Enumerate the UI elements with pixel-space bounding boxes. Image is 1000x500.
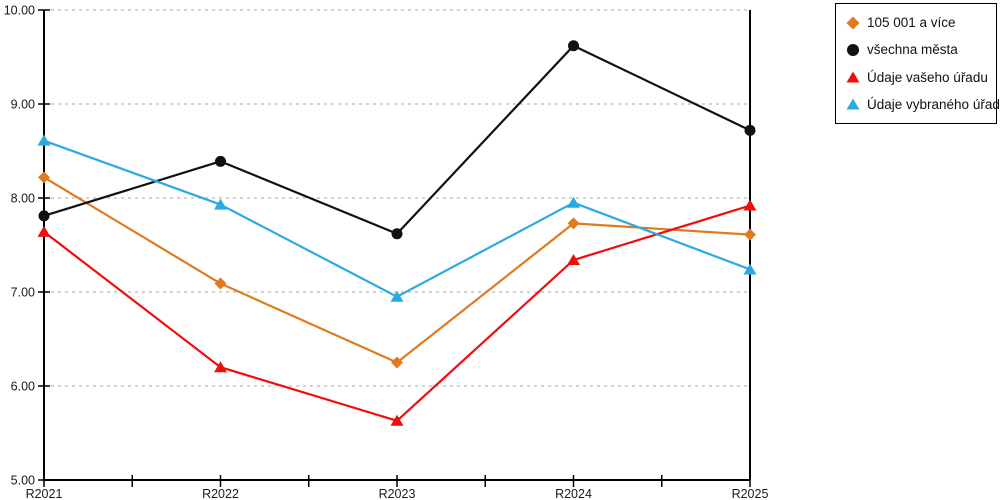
legend-label-2: Údaje vašeho úřadu: [867, 69, 988, 85]
marker-circle-s1: [568, 40, 579, 52]
y-tick-label: 8.00: [11, 192, 35, 206]
marker-diamond-s0: [567, 217, 580, 230]
x-tick-label: R2025: [732, 487, 769, 500]
series-line-3: [42, 139, 752, 298]
legend-item-2: Údaje vašeho úřadu: [846, 70, 992, 85]
marker-triangle-s2: [390, 414, 404, 426]
marker-triangle-s3: [743, 263, 757, 275]
marker-circle-s1: [38, 210, 50, 222]
legend-item-1: všechna města: [846, 42, 992, 57]
triangle-legend-shape: [846, 98, 860, 110]
legend-label-0: 105 001 a více: [867, 15, 956, 31]
marker-diamond-s0: [214, 277, 227, 290]
marker-diamond-s0: [744, 228, 756, 241]
marker-diamond-s0: [38, 171, 50, 184]
marker-circle-s1: [391, 228, 403, 240]
marker-triangle-s3: [37, 134, 51, 146]
marker-circle-s1: [215, 155, 226, 167]
marker-triangle-s3: [567, 196, 580, 208]
marker-triangle-s3: [390, 290, 404, 302]
legend-item-3: Údaje vybraného úřadu: [846, 97, 1000, 112]
diamond-legend-icon: [846, 16, 860, 30]
marker-diamond-s0: [391, 356, 403, 369]
circle-legend-icon: [847, 43, 859, 56]
y-tick-label: 9.00: [11, 98, 35, 112]
chart-legend: 105 001 a více všechna města Údaje vašeho …: [835, 3, 1000, 124]
legend-item-0: 105 001 a více: [846, 15, 992, 30]
legend-label-3: Údaje vybraného úřadu: [867, 96, 1000, 112]
circle-legend-shape: [847, 43, 859, 56]
x-tick-label: R2024: [555, 487, 592, 500]
legend-label-1: všechna města: [867, 42, 958, 58]
marker-triangle-s2: [567, 254, 580, 266]
triangle-legend-shape: [846, 71, 860, 83]
marker-triangle-s2: [743, 199, 757, 211]
marker-circle-s1: [744, 124, 756, 136]
x-tick-label: R2022: [202, 487, 239, 500]
series-line-1: [42, 44, 752, 235]
x-tick-label: R2021: [26, 487, 63, 500]
y-tick-label: 5.00: [11, 474, 35, 488]
y-tick-label: 7.00: [11, 286, 35, 300]
y-tick-label: 6.00: [11, 380, 35, 394]
y-tick-label: 10.00: [4, 4, 35, 18]
triangle-legend-icon: [846, 98, 860, 110]
x-tick-label: R2023: [379, 487, 416, 500]
marker-triangle-s3: [214, 198, 227, 210]
marker-triangle-s2: [37, 225, 51, 237]
diamond-legend-shape: [846, 16, 860, 30]
triangle-legend-icon: [846, 71, 860, 83]
marker-triangle-s2: [214, 361, 227, 373]
series-line-0: [42, 176, 752, 364]
